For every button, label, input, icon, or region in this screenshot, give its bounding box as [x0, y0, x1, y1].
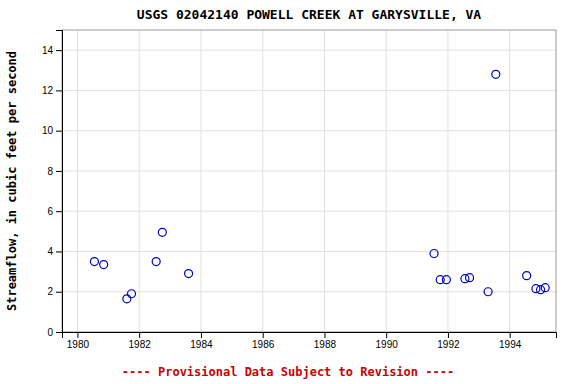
plot-area: 1980 1982 1984 1986 1988 1990 1992 1994 0 2 4 6 8 10 1… [42, 30, 557, 350]
chart: 1980 1982 1984 1986 1988 1990 1992 1994 0 2 4 6 8 10 1… [0, 0, 576, 384]
tick-mark [56, 292, 62, 293]
grid-line-y [62, 130, 556, 131]
tick: 8 [47, 166, 62, 177]
point [185, 270, 193, 278]
point [484, 288, 492, 296]
tick: 1992 [437, 332, 460, 350]
tick-mark [56, 50, 62, 51]
grid-line-x [139, 30, 140, 332]
grid-line-x [77, 30, 78, 332]
tick-label: 1984 [190, 339, 213, 350]
tick-mark [56, 211, 62, 212]
tick: 0 [47, 327, 62, 338]
point [158, 228, 166, 236]
y-axis: 0 2 4 6 8 10 12 14 [42, 31, 63, 338]
tick: 10 [42, 125, 62, 136]
footnote: ---- Provisional Data Subject to Revisio… [122, 365, 454, 379]
tick-label: 8 [47, 166, 53, 177]
point [90, 258, 98, 266]
point [492, 70, 500, 78]
tick-label: 6 [47, 206, 53, 217]
grid-line-x [447, 30, 448, 332]
tick-label: 1990 [376, 339, 399, 350]
tick-mark [56, 171, 62, 172]
grid-line-x [386, 30, 387, 332]
tick-mark [263, 332, 264, 338]
point [100, 261, 108, 269]
point [123, 295, 131, 303]
tick-label: 1980 [67, 339, 90, 350]
tick: 1982 [129, 332, 152, 350]
tick-mark [56, 251, 62, 252]
point [430, 249, 438, 257]
point [541, 284, 549, 292]
tick-label: 4 [47, 246, 53, 257]
point [523, 272, 531, 280]
tick-label: 1994 [499, 339, 522, 350]
tick: 1994 [499, 332, 522, 350]
title: USGS 02042140 POWELL CREEK AT GARYSVILLE… [137, 7, 482, 22]
tick-mark [56, 332, 62, 333]
tick: 1984 [190, 332, 213, 350]
grid-line-x [262, 30, 263, 332]
tick: 14 [42, 45, 62, 56]
y-axis-title: Streamflow, in cubic feet per second [5, 51, 19, 311]
tick: 1986 [252, 332, 275, 350]
tick: 6 [47, 206, 62, 217]
grid-line-y [62, 211, 556, 212]
axis-line [63, 333, 557, 339]
tick-mark [510, 332, 511, 338]
tick: 12 [42, 85, 62, 96]
tick-mark [324, 332, 325, 338]
grid-line-y [62, 170, 556, 171]
grid-line-x [509, 30, 510, 332]
tick-label: 1982 [129, 339, 152, 350]
points [90, 70, 549, 302]
grid [62, 30, 556, 332]
tick-mark [139, 332, 140, 338]
tick: 2 [47, 286, 62, 297]
tick-label: 10 [42, 125, 54, 136]
grid-line-y [62, 251, 556, 252]
point [442, 276, 450, 284]
point [127, 290, 135, 298]
tick-mark [448, 332, 449, 338]
tick-mark [386, 332, 387, 338]
point [152, 258, 160, 266]
axis-line [56, 31, 63, 333]
tick-label: 1986 [252, 339, 275, 350]
point [466, 274, 474, 282]
grid-line-y [62, 291, 556, 292]
point [537, 286, 545, 294]
tick-label: 12 [42, 85, 54, 96]
tick-label: 0 [47, 327, 53, 338]
grid-line-x [324, 30, 325, 332]
tick: 4 [47, 246, 62, 257]
tick: 1980 [67, 332, 90, 350]
tick: 1988 [314, 332, 337, 350]
tick-label: 1988 [314, 339, 337, 350]
grid-line-y [62, 50, 556, 51]
tick-mark [201, 332, 202, 338]
tick-label: 2 [47, 286, 53, 297]
x-axis: 1980 1982 1984 1986 1988 1990 1992 1994 [63, 332, 557, 350]
tick-label: 14 [42, 45, 54, 56]
tick-mark [77, 332, 78, 338]
tick-label: 1992 [437, 339, 460, 350]
tick: 1990 [376, 332, 399, 350]
tick-mark [56, 90, 62, 91]
grid-line-y [62, 90, 556, 91]
grid-line-x [200, 30, 201, 332]
tick-mark [56, 131, 62, 132]
plot-frame [62, 30, 556, 332]
